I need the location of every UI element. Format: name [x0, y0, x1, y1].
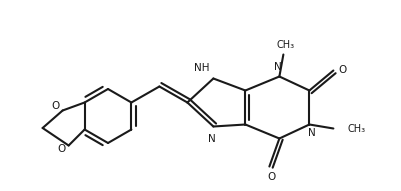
- Text: CH₃: CH₃: [346, 124, 365, 134]
- Text: N: N: [307, 129, 314, 138]
- Text: O: O: [51, 100, 59, 111]
- Text: O: O: [338, 65, 346, 74]
- Text: CH₃: CH₃: [275, 40, 294, 49]
- Text: N: N: [207, 134, 215, 143]
- Text: NH: NH: [193, 62, 209, 73]
- Text: O: O: [57, 145, 65, 155]
- Text: O: O: [267, 172, 275, 182]
- Text: N: N: [273, 62, 281, 71]
